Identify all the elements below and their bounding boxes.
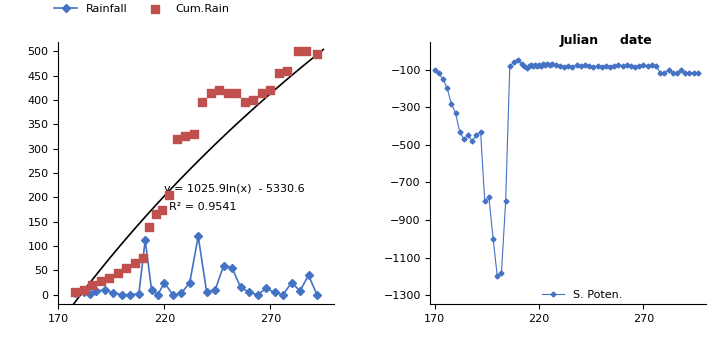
- Rainfall: [194, 234, 202, 238]
- Rainfall: [228, 266, 237, 270]
- Text: Julian     date: Julian date: [560, 34, 653, 47]
- S. Poten.: [694, 71, 703, 75]
- Rainfall: [261, 286, 270, 291]
- Cum.Rain: [213, 88, 225, 93]
- S. Poten.: [472, 133, 480, 137]
- Line: Rainfall: Rainfall: [72, 234, 320, 298]
- Rainfall: [141, 238, 149, 242]
- Rainfall: [117, 293, 126, 297]
- Cum.Rain: [162, 192, 174, 198]
- Cum.Rain: [180, 134, 191, 139]
- Rainfall: [304, 273, 313, 277]
- Rainfall: [109, 291, 118, 295]
- Cum.Rain: [292, 48, 304, 54]
- Cum.Rain: [301, 48, 312, 54]
- Cum.Rain: [256, 90, 268, 95]
- Rainfall: [270, 290, 279, 294]
- Rainfall: [177, 291, 186, 295]
- Cum.Rain: [129, 260, 141, 266]
- S. Poten.: [430, 67, 439, 72]
- Cum.Rain: [282, 68, 293, 73]
- Cum.Rain: [205, 90, 217, 95]
- Rainfall: [154, 293, 162, 297]
- Rainfall: [202, 290, 211, 294]
- Cum.Rain: [273, 70, 285, 76]
- S. Poten.: [673, 71, 681, 75]
- Rainfall: [186, 281, 194, 285]
- Rainfall: [126, 293, 135, 297]
- Cum.Rain: [311, 51, 323, 56]
- Cum.Rain: [78, 287, 90, 293]
- S. Poten.: [493, 274, 502, 279]
- Rainfall: [211, 288, 220, 292]
- Cum.Rain: [231, 90, 242, 95]
- S. Poten.: [514, 58, 523, 62]
- Cum.Rain: [248, 97, 259, 103]
- Cum.Rain: [222, 90, 234, 95]
- Cum.Rain: [120, 265, 132, 271]
- S. Poten.: [685, 71, 694, 75]
- Line: S. Poten.: S. Poten.: [433, 58, 700, 278]
- Rainfall: [296, 289, 304, 293]
- Rainfall: [287, 281, 296, 285]
- Cum.Rain: [197, 100, 208, 105]
- Cum.Rain: [95, 278, 106, 284]
- Cum.Rain: [188, 131, 199, 137]
- Text: R² = 0.9541: R² = 0.9541: [168, 201, 236, 211]
- Rainfall: [168, 293, 177, 297]
- Rainfall: [79, 290, 88, 294]
- Cum.Rain: [103, 275, 115, 281]
- Rainfall: [253, 293, 262, 297]
- Cum.Rain: [87, 282, 98, 288]
- Cum.Rain: [69, 290, 81, 295]
- Legend: Rainfall, Cum.Rain: Rainfall, Cum.Rain: [50, 0, 234, 19]
- Rainfall: [219, 263, 228, 267]
- Cum.Rain: [138, 255, 149, 261]
- Rainfall: [147, 288, 156, 292]
- Cum.Rain: [150, 212, 162, 217]
- Rainfall: [237, 285, 245, 290]
- Cum.Rain: [143, 224, 155, 229]
- Rainfall: [312, 293, 321, 297]
- Text: y = 1025.9ln(x)  - 5330.6: y = 1025.9ln(x) - 5330.6: [165, 184, 305, 194]
- Cum.Rain: [157, 207, 168, 212]
- Legend: S. Poten.: S. Poten.: [537, 285, 627, 304]
- S. Poten.: [438, 77, 447, 81]
- S. Poten.: [551, 63, 560, 67]
- Rainfall: [100, 288, 109, 292]
- Rainfall: [86, 292, 95, 296]
- Cum.Rain: [264, 88, 276, 93]
- Cum.Rain: [171, 136, 183, 142]
- Rainfall: [92, 289, 100, 293]
- Rainfall: [135, 292, 143, 296]
- Rainfall: [279, 293, 288, 297]
- Rainfall: [71, 291, 79, 295]
- Rainfall: [245, 290, 253, 294]
- Rainfall: [160, 281, 169, 285]
- S. Poten.: [585, 64, 593, 68]
- Cum.Rain: [112, 270, 124, 276]
- Cum.Rain: [239, 100, 250, 105]
